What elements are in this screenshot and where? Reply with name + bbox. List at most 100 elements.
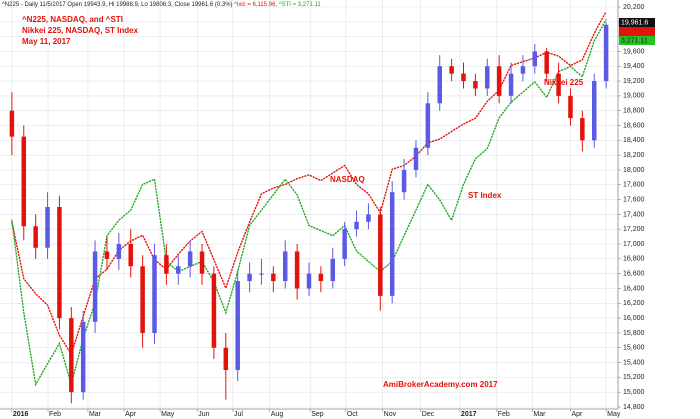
candle-body: [342, 229, 347, 259]
overlay-line: [11, 10, 607, 356]
y-tick-label: 16,400: [623, 285, 645, 292]
y-tick-label: 15,400: [623, 359, 645, 366]
grid: [0, 0, 618, 409]
y-tick-label: 18,600: [623, 122, 645, 129]
y-tick-label: 15,200: [623, 374, 645, 381]
candle-body: [520, 66, 526, 74]
candle-body: [580, 118, 585, 141]
title: May 11, 2017: [22, 37, 71, 46]
title: ^N225, NASDAQ, and ^STI: [22, 15, 123, 24]
x-tick-label: Mar: [533, 411, 546, 418]
header: ^N225 - Daily 11/5/2017 Open 19943.9, Hi…: [2, 2, 321, 8]
candle-body: [473, 81, 478, 89]
candle-body: [378, 214, 383, 296]
candle-body: [199, 251, 205, 274]
y-tick-label: 15,600: [623, 345, 645, 352]
candle-body: [247, 273, 252, 282]
candle-body: [437, 66, 442, 104]
x-tick-label: Oct: [347, 411, 358, 418]
candle-body: [152, 255, 157, 333]
x-tick-label: Sep: [311, 411, 324, 418]
candle-body: [556, 73, 561, 96]
x-tick-label: Dec: [422, 411, 435, 418]
candle-body: [45, 207, 50, 248]
candle-body: [485, 66, 490, 89]
plot-area: [9, 10, 609, 404]
last-value-label: 19,961.6: [621, 19, 648, 26]
annotation: NASDAQ: [330, 175, 365, 184]
candle-body: [223, 347, 229, 370]
candle-body: [330, 258, 336, 282]
y-tick-label: 17,000: [623, 241, 645, 248]
y-tick-label: 17,800: [623, 182, 645, 189]
candle-body: [603, 24, 609, 82]
x-tick-label: Jul: [234, 411, 243, 418]
candle-body: [140, 266, 145, 333]
candle-body: [508, 73, 514, 96]
y-tick-label: 15,000: [623, 389, 645, 396]
candle-body: [104, 251, 110, 259]
candle-body: [187, 251, 193, 267]
header-main: ^N225 - Daily 11/5/2017 Open 19943.9, Hi…: [2, 2, 233, 8]
candle-body: [354, 221, 359, 230]
candle-body: [461, 73, 466, 82]
x-tick-label: Apr: [571, 411, 583, 418]
candle-body: [544, 51, 549, 74]
y-tick-label: 18,000: [623, 167, 645, 174]
last-value-box: [619, 36, 655, 45]
candle-body: [318, 273, 324, 282]
last-value-box: [619, 27, 655, 36]
y-tick-label: 15,800: [623, 330, 645, 337]
candle-body: [69, 318, 74, 393]
x-tick-label: May: [161, 411, 175, 418]
candle-body: [80, 321, 86, 393]
candle-body: [164, 255, 169, 274]
y-tick-label: 19,200: [623, 78, 645, 85]
candle-body: [271, 273, 276, 282]
candle-body: [176, 266, 181, 274]
candle-body: [366, 214, 371, 222]
candle-body: [128, 244, 133, 267]
candle-body: [401, 169, 407, 193]
footer: AmiBrokerAcademy.com 2017: [383, 380, 498, 389]
y-tick-label: 19,000: [623, 93, 645, 100]
y-tick-label: 19,600: [623, 48, 645, 55]
candle-body: [413, 147, 419, 170]
x-tick-label: Nov: [384, 411, 397, 418]
y-tick-label: 17,600: [623, 196, 645, 203]
candle-body: [235, 281, 240, 370]
candle-body: [92, 251, 98, 322]
candle-body: [116, 244, 122, 259]
y-tick-label: 16,000: [623, 315, 645, 322]
y-tick-label: 18,800: [623, 108, 645, 115]
y-tick-label: 17,200: [623, 226, 645, 233]
candle-body: [9, 110, 15, 137]
y-tick-label: 14,800: [623, 404, 645, 411]
x-tick-label: Jun: [198, 411, 209, 418]
x-tick-label: Feb: [498, 411, 510, 418]
overlay-line: [11, 19, 607, 388]
last-value-box: [619, 18, 655, 27]
title: Nikkei 225, NASDAQ, ST Index: [22, 26, 139, 35]
candle-body: [591, 81, 597, 141]
x-tick-label: 2016: [13, 411, 29, 418]
candle-body: [306, 273, 312, 289]
x-tick-label: Apr: [125, 411, 137, 418]
annotation: ST Index: [468, 191, 502, 200]
header-nasdaq: ^ixic = 6,115.96,: [234, 2, 277, 8]
candle-body: [389, 192, 395, 296]
annotation: Nikkei 225: [544, 78, 584, 87]
candle-body: [496, 66, 502, 96]
x-tick-label: Aug: [271, 411, 284, 418]
x-tick-label: May: [607, 411, 621, 418]
y-tick-label: 16,600: [623, 271, 645, 278]
x-tick-label: Mar: [89, 411, 102, 418]
candle-body: [259, 273, 264, 275]
y-tick-label: 20,200: [623, 4, 645, 11]
y-tick-label: 16,800: [623, 256, 645, 263]
candle-body: [211, 273, 217, 348]
x-tick-label: Feb: [49, 411, 61, 418]
